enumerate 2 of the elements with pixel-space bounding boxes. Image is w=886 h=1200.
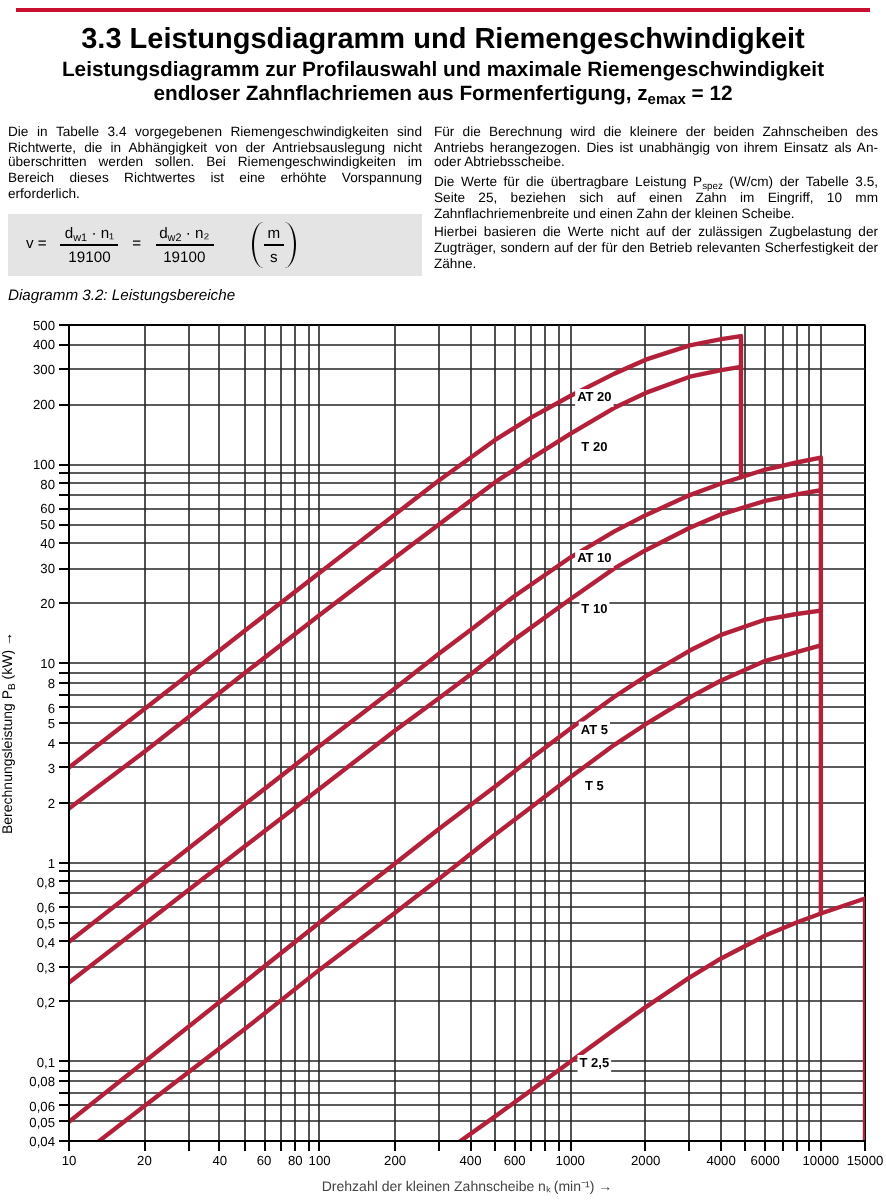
- chart-subtitle: Leistungsdiagramm zur Profilauswahl und maximale Riemengeschwindigkeit endloser Zahnflachriemen aus Formenfertigung, z$_{emax}$ = 12: [59, 60, 827, 109]
- chart-title: 3.3 Leistungsdiagramm und Riemengeschwindigkeit: [79, 24, 807, 58]
